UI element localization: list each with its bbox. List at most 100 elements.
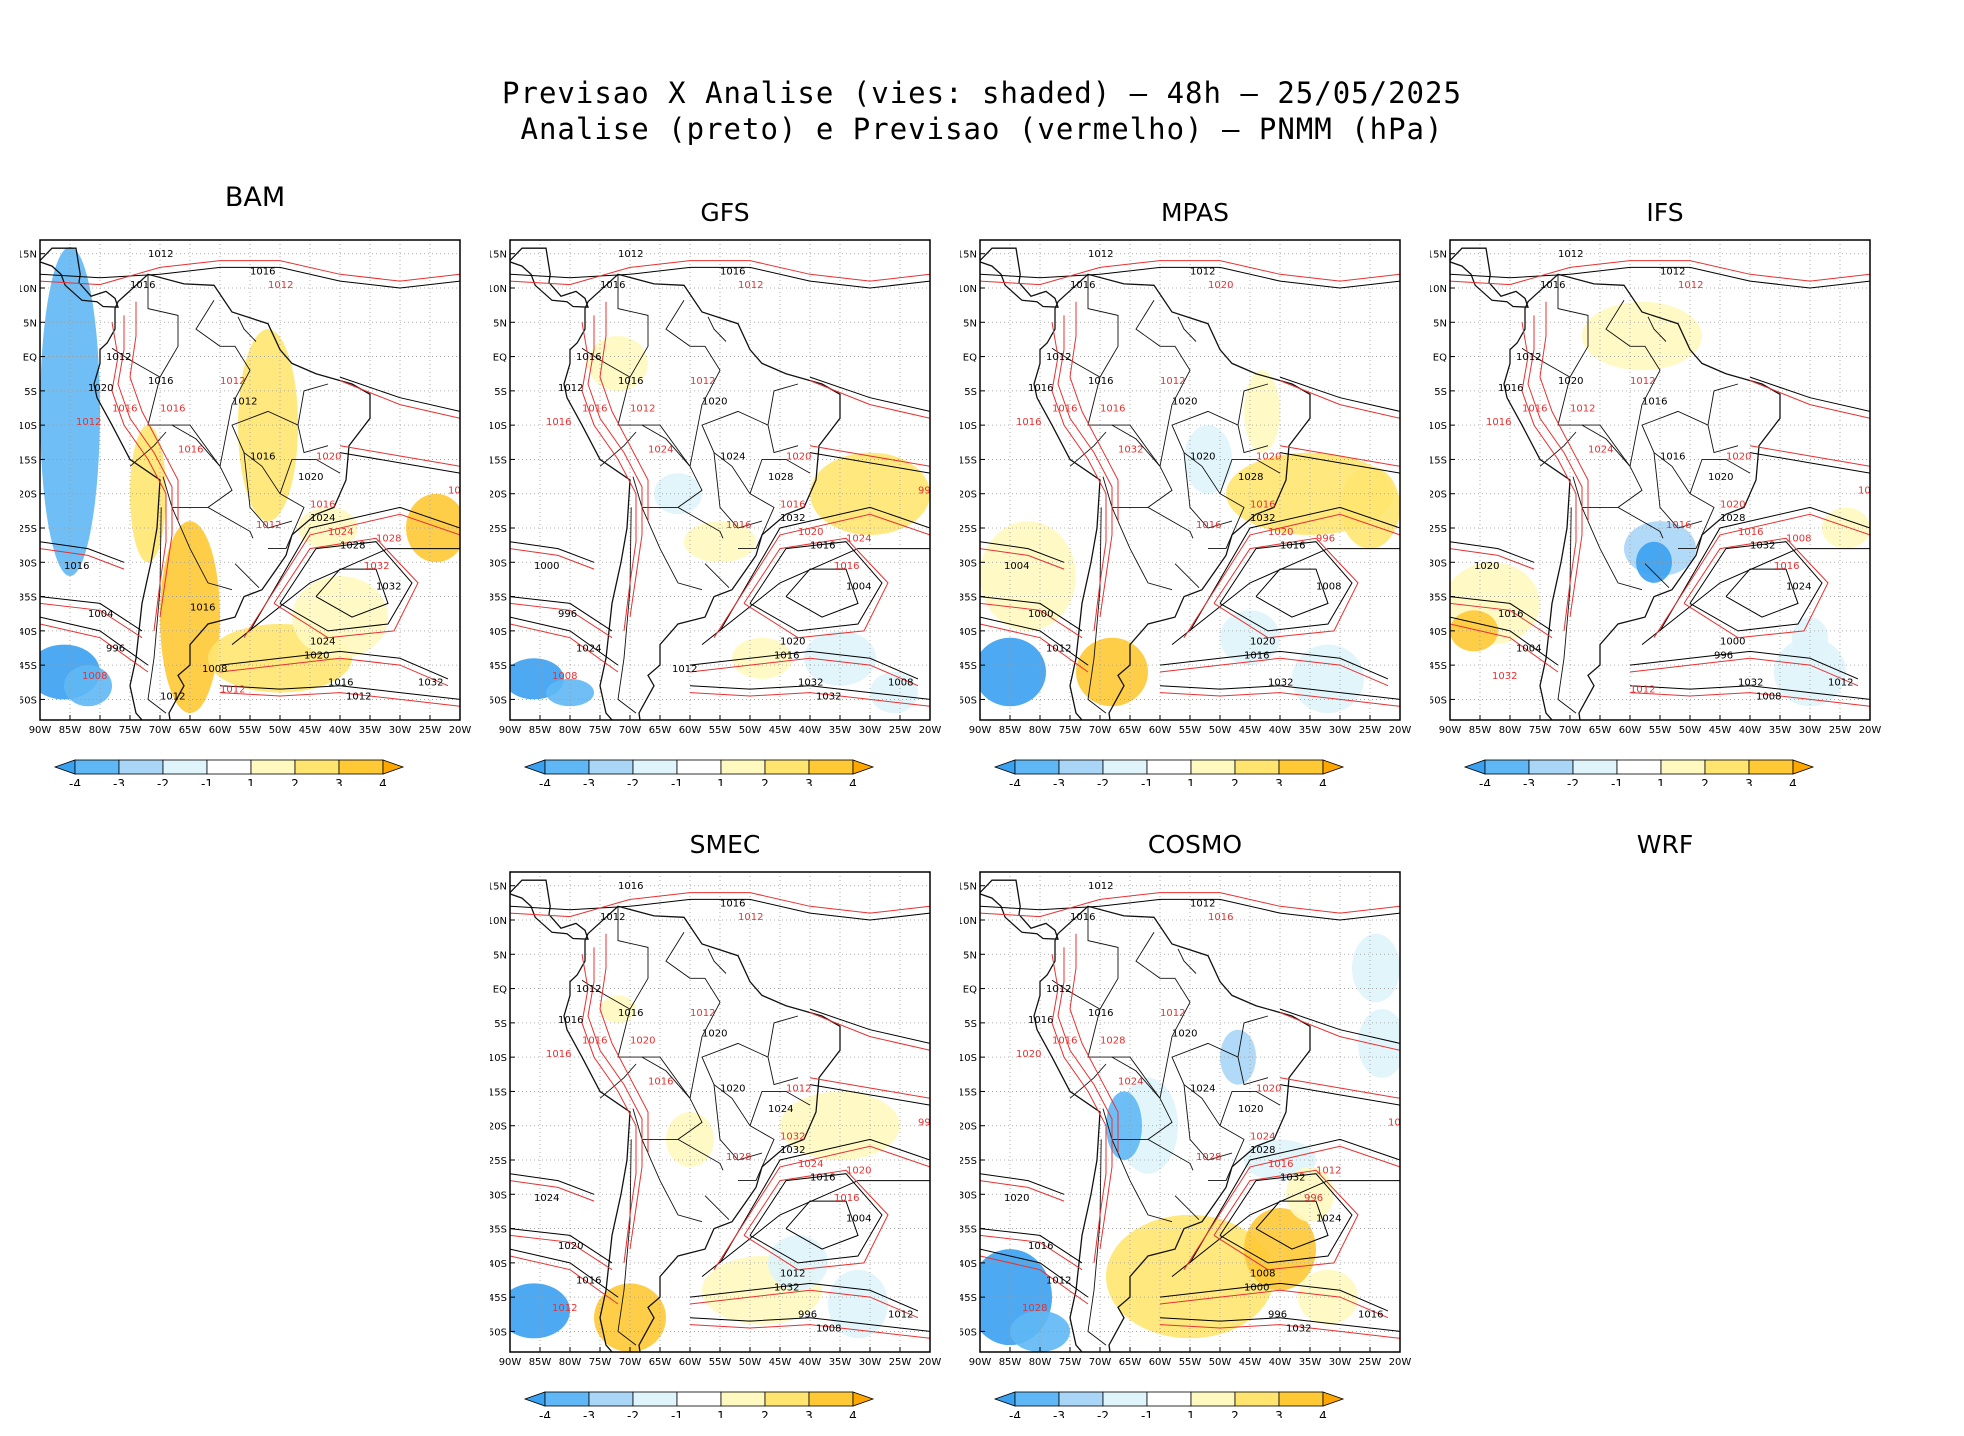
contour-label-analysis: 1024 (1786, 582, 1811, 593)
isobar-forecast (1450, 623, 1559, 673)
contour-label-analysis: 1016 (600, 280, 625, 291)
isobar-forecast (1683, 537, 1829, 639)
country-border (617, 906, 703, 1140)
tick-label-lat: 5N (1433, 318, 1447, 329)
contour-label-analysis: 1012 (576, 984, 601, 995)
contour-label-analysis: 1012 (1558, 249, 1583, 260)
isobar-analysis (1725, 568, 1799, 618)
tick-label-lon: 70W (1089, 1357, 1112, 1368)
tick-label-lat: 30S (490, 558, 507, 569)
contour-label-analysis: 1020 (298, 472, 323, 483)
tick-label-lat: EQ (1433, 353, 1447, 364)
colorbar-label: -3 (583, 777, 595, 786)
isobar-analysis (1659, 506, 1870, 632)
isobar-analysis (1219, 541, 1353, 632)
country-border (1177, 316, 1197, 342)
country-border (641, 1056, 691, 1099)
contour-label-analysis: 1024 (1316, 1214, 1341, 1225)
country-border (279, 458, 341, 494)
country-border (1051, 979, 1101, 1010)
contour-label-analysis: 1016 (810, 541, 835, 552)
colorbar-label: 3 (805, 777, 813, 786)
tick-label-lon: 25W (889, 1357, 912, 1368)
isobar-analysis (1159, 1282, 1389, 1312)
contour-label-forecast: 1028 (1100, 1035, 1125, 1046)
tick-label-lon: 70W (1559, 725, 1582, 736)
isobar-analysis (231, 548, 460, 645)
tick-label-lat: 35S (960, 1225, 977, 1236)
colorbar-label: -3 (1523, 777, 1535, 786)
tick-label-lat: EQ (493, 985, 507, 996)
contour-label-forecast: 1008 (552, 671, 577, 682)
tick-label-lat: 5N (493, 318, 507, 329)
isobar-forecast (219, 657, 449, 687)
isobar-forecast (1069, 933, 1119, 1154)
tick-label-lat: 15S (20, 455, 37, 466)
colorbar-label: -3 (1053, 777, 1065, 786)
tick-label-lat: 5S (494, 1019, 507, 1030)
isobar-analysis (1641, 548, 1870, 645)
contour-label-analysis: 1016 (1280, 541, 1305, 552)
tick-label-lat: 35S (20, 593, 37, 604)
isobar-analysis (809, 1084, 930, 1106)
contour-label-forecast: 1016 (1738, 527, 1763, 538)
colorbar-label: -3 (583, 1409, 595, 1418)
country-border (171, 424, 221, 467)
colorbar-label: -4 (1479, 777, 1491, 786)
contour-label-forecast: 1020 (1720, 499, 1745, 510)
contour-label-analysis: 1016 (1642, 397, 1667, 408)
bias-shade-7 (406, 493, 460, 563)
isobar-forecast (111, 322, 167, 631)
map-plot: 1012 1016 1012 1012 1016 1016 1020 1020 1028 1032… (957, 239, 1411, 791)
contour-label-analysis: 1024 (768, 1104, 793, 1115)
tick-label-lat: EQ (23, 353, 37, 364)
country-border (665, 932, 721, 1099)
tick-label-lat: 30S (20, 558, 37, 569)
tick-label-lon: 40W (799, 725, 822, 736)
tick-label-lat: 25S (20, 524, 37, 535)
plot-area: 1016 1012 1016 1012 1016 1016 1020 1020 1024 1032… (510, 872, 930, 1352)
contour-label-analysis: 1016 (1244, 650, 1269, 661)
contour-label-forecast: 1016 (834, 561, 859, 572)
colorbar-segment (1190, 1391, 1236, 1407)
tick-label-lon: 60W (209, 725, 232, 736)
contour-label-analysis: 1016 (1660, 451, 1685, 462)
tick-label-lat: 15N (20, 250, 37, 261)
country-border (147, 507, 167, 714)
tick-label-lat: 50S (960, 695, 977, 706)
contour-label-analysis: 1020 (1172, 1029, 1197, 1040)
contour-label-analysis: 1012 (346, 691, 371, 702)
isobar-analysis (785, 1200, 859, 1250)
colorbar-segment (338, 759, 384, 775)
panel-cosmo: COSMO 1012 1016 1012 1012 1016 1016 1020 1024 10… (957, 828, 1430, 1423)
tick-label-lon: 35W (829, 1357, 852, 1368)
tick-label-lat: EQ (963, 353, 977, 364)
isobar-analysis (980, 266, 1400, 289)
contour-label-forecast: 1012 (690, 1008, 715, 1019)
isobar-analysis (510, 596, 613, 632)
contour-label-analysis: 1020 (702, 1029, 727, 1040)
colorbar-segment (1704, 759, 1750, 775)
country-border (1521, 347, 1571, 378)
contour-label-analysis: 1032 (1250, 513, 1275, 524)
contour-label-analysis: 1008 (1316, 582, 1341, 593)
isobar-analysis (1279, 1084, 1400, 1106)
country-border (599, 431, 637, 467)
bias-shade-5 (980, 521, 1076, 631)
country-border (1069, 431, 1107, 467)
tick-label-lon: 80W (1029, 1357, 1052, 1368)
contour-label-forecast: 1020 (1016, 1049, 1041, 1060)
colorbar-segment (764, 759, 810, 775)
isobar-analysis (1749, 376, 1870, 412)
isobar-analysis (701, 548, 930, 645)
tick-label-lat: 10N (1430, 284, 1447, 295)
colorbar-segment (588, 1391, 634, 1407)
country-border (1557, 507, 1577, 714)
bias-shade-3 (870, 672, 918, 714)
isobar-analysis (510, 1228, 613, 1264)
isobar-analysis (1689, 541, 1823, 632)
isobar-forecast (980, 260, 1400, 286)
coastline-south-america (93, 273, 371, 720)
isobar-analysis (1189, 1138, 1400, 1264)
contour-label-analysis: 1016 (576, 1275, 601, 1286)
